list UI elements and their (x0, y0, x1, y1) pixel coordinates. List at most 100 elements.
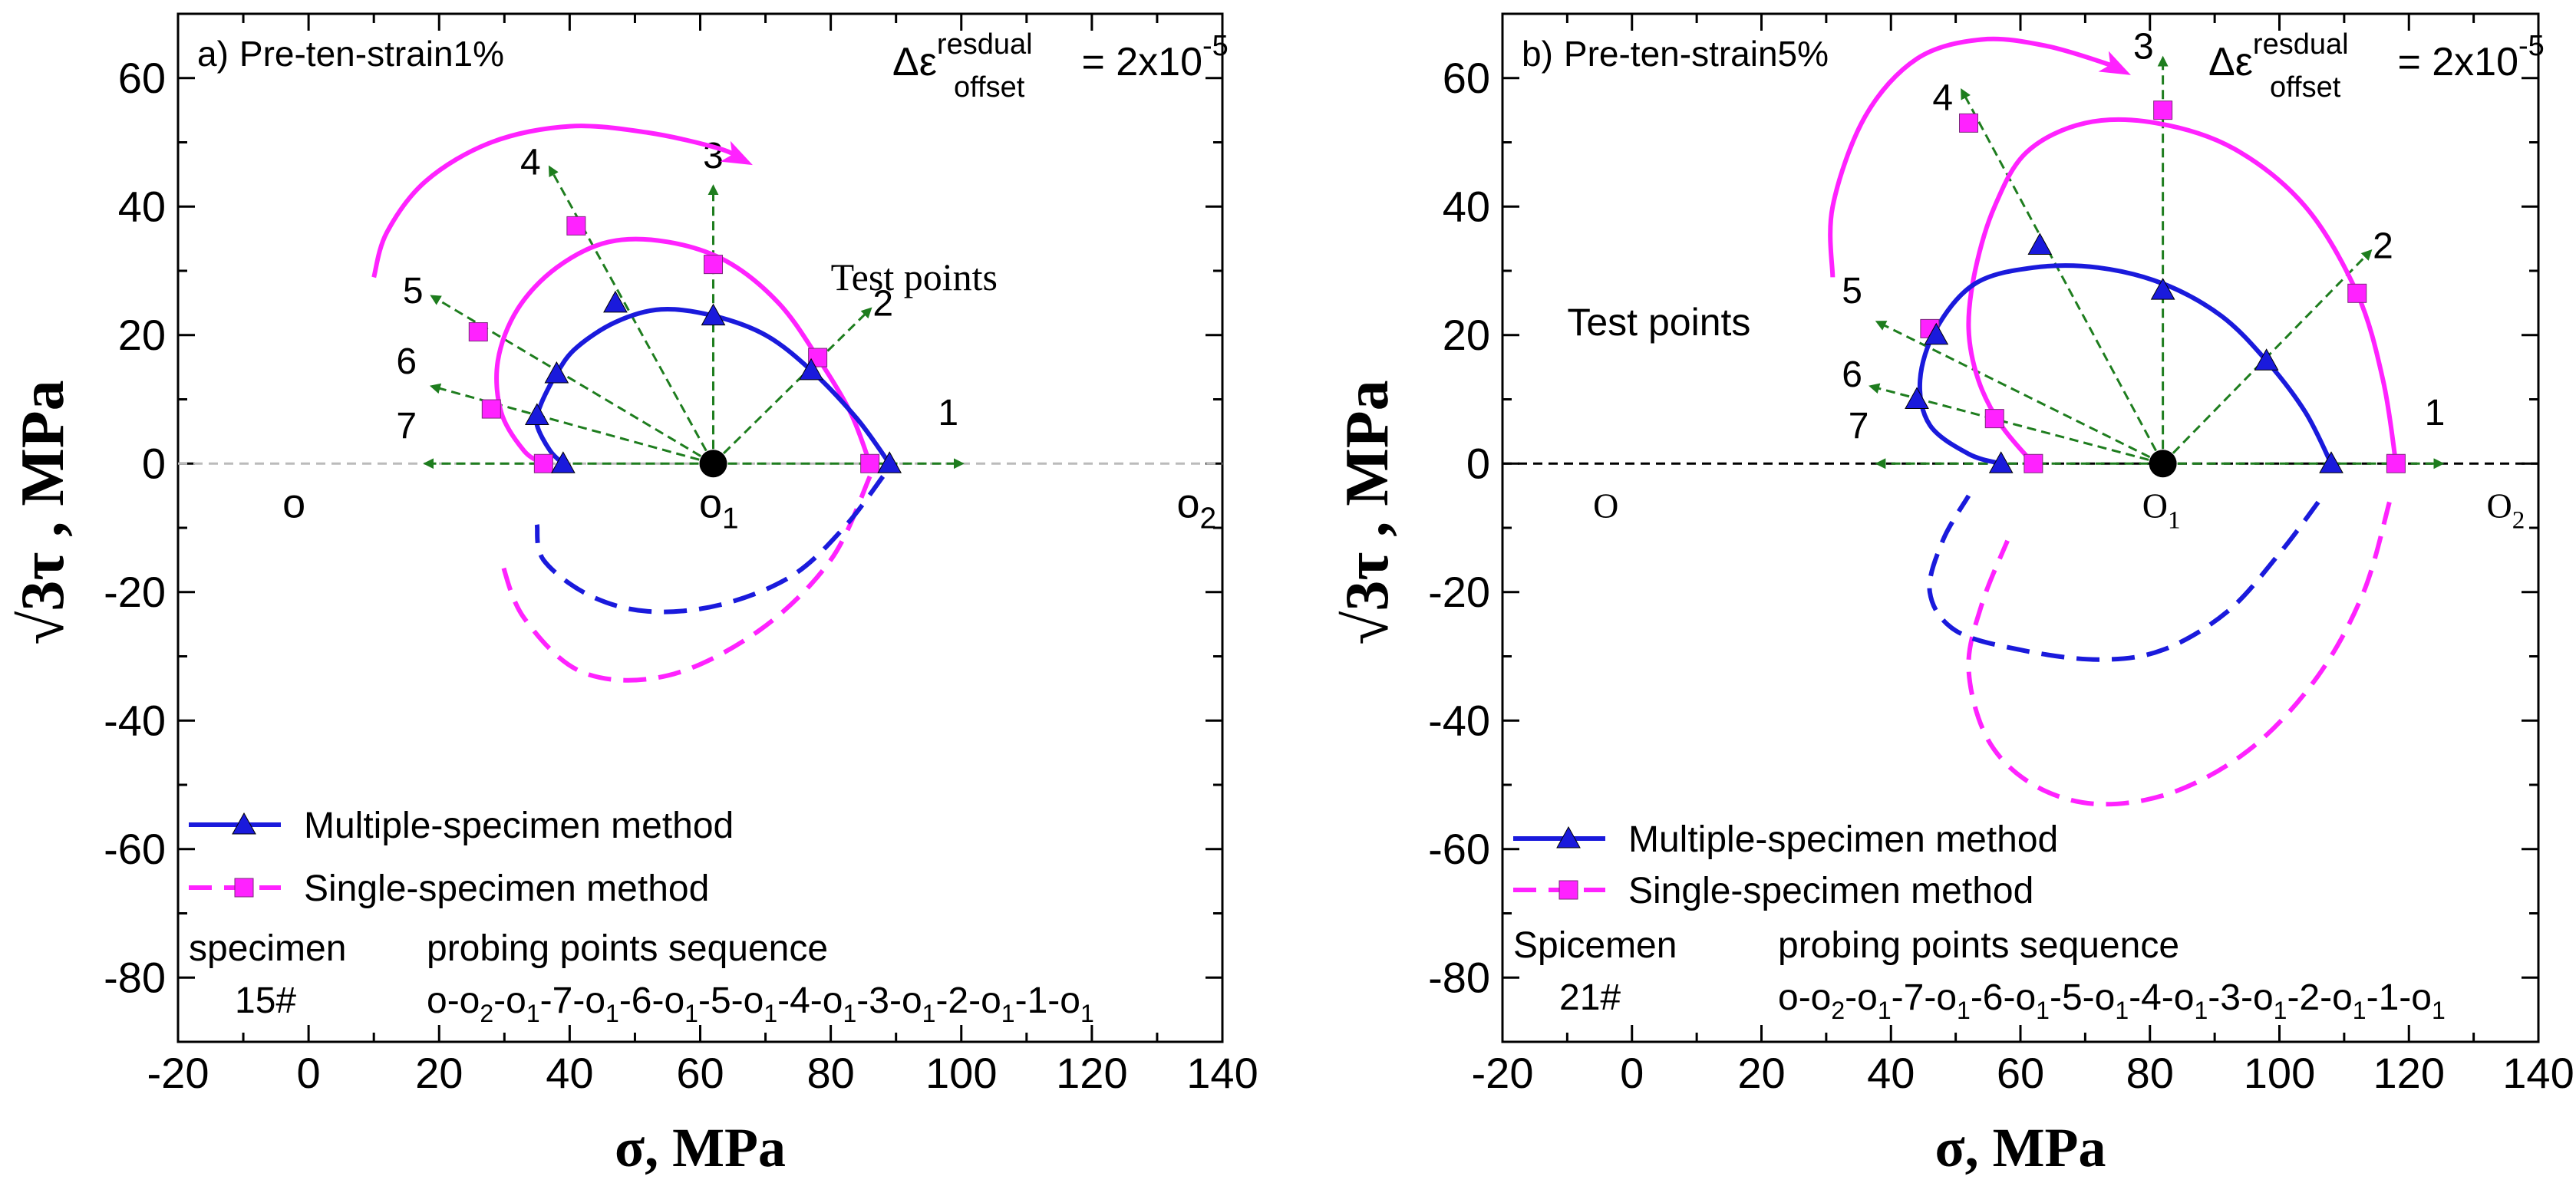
probe-direction-label: 3 (2133, 27, 2154, 68)
sequence-subscript: 1 (843, 1000, 856, 1027)
table-probing-sequence: o-o2-o1-7-o1-6-o1-5-o1-4-o1-3-o1-2-o1-1-… (427, 980, 1094, 1027)
y-tick-label: 60 (1443, 54, 1490, 102)
multiple-specimen-point (544, 361, 569, 384)
offset-value: = 2x10 (2386, 40, 2518, 84)
single-specimen-point (1984, 409, 2004, 429)
multiple-specimen-point (2319, 451, 2343, 473)
multiple-specimen-point (603, 290, 628, 313)
table-header-sequence: probing points sequence (1778, 925, 2179, 966)
y-tick-label: -60 (1428, 825, 1490, 873)
single-specimen-point (860, 453, 880, 473)
probe-direction-label: 5 (403, 271, 424, 311)
origin-o2-main: o (1176, 481, 1199, 527)
legend-label-single: Single-specimen method (304, 868, 709, 909)
table-header-specimen: specimen (189, 928, 346, 969)
x-tick-label: 80 (806, 1049, 854, 1097)
single-specimen-point (704, 255, 724, 275)
probe-direction-label: 3 (703, 136, 724, 176)
sequence-part: -o (493, 980, 526, 1021)
offset-delta: Δε (2208, 40, 2253, 84)
probe-direction-label: 7 (1849, 406, 1869, 447)
offset-sub: offset (2270, 71, 2341, 104)
sequence-part: -2-o (2287, 977, 2352, 1018)
sequence-part: -1-o (2367, 977, 2432, 1018)
center-point (699, 450, 727, 478)
panel-b-chart: -20 0 20 40 60 80 100 120 140 -80 -60 -40 -20 0 20 40 60… (1334, 12, 2574, 1178)
offset-sup: resdual (2253, 28, 2349, 61)
x-tick-label: 20 (1737, 1049, 1785, 1097)
single-specimen-point (481, 399, 501, 419)
y-tick-label: -40 (104, 696, 166, 744)
sequence-part: -6-o (1971, 977, 2036, 1018)
origin-o2-sub: 2 (1200, 503, 1217, 535)
probe-direction-arrow (429, 383, 714, 465)
y-axis-label-unit: , MPa (1334, 380, 1401, 552)
sequence-subscript: 1 (2274, 997, 2287, 1024)
y-tick-label: 20 (1443, 311, 1490, 359)
y-axis-label-unit: , MPa (9, 380, 77, 552)
table-header-sequence: probing points sequence (427, 928, 828, 969)
offset-strain-label: Δεresdual offset = 2x10-5 (2208, 28, 2545, 104)
sequence-subscript: 1 (2115, 997, 2129, 1024)
multiple-specimen-point (1924, 322, 1949, 345)
y-tick-label: 40 (118, 182, 166, 230)
sequence-part: -1-o (1015, 980, 1080, 1021)
single-specimen-point (468, 322, 488, 342)
probe-direction-label: 7 (396, 406, 417, 447)
table-specimen-id: 15# (235, 980, 296, 1021)
offset-sub: offset (954, 71, 1025, 104)
x-tick-label: 0 (297, 1049, 321, 1097)
origin-o1-label: O1 (2142, 486, 2181, 535)
panel-title-text: Pre-ten-strain5% (1564, 34, 1829, 74)
single-yield-curve-mirror (1966, 501, 2392, 807)
probe-direction-label: 2 (872, 284, 893, 325)
origin-o2-sub: 2 (2512, 506, 2525, 535)
sequence-subscript: 1 (1878, 997, 1892, 1024)
probe-direction-arrow (1875, 321, 2164, 465)
single-loading-arc (1828, 36, 2131, 278)
sequence-part: -7-o (1892, 977, 1957, 1018)
multiple-specimen-point (2027, 232, 2053, 255)
x-tick-label: -20 (147, 1049, 209, 1097)
offset-strain-label: Δεresdual offset = 2x10-5 (892, 28, 1229, 104)
sequence-subscript: 1 (2036, 997, 2050, 1024)
y-tick-label: 20 (118, 311, 166, 359)
sequence-subscript: 1 (526, 1000, 540, 1027)
multiple-specimen-point (701, 303, 726, 326)
offset-exp: -5 (1202, 30, 1229, 62)
offset-value: = 2x10 (1070, 40, 1202, 84)
sequence-subscript: 1 (2432, 997, 2446, 1024)
sequence-subscript: 1 (605, 1000, 619, 1027)
sequence-subscript: 1 (1001, 1000, 1015, 1027)
x-tick-label: 40 (546, 1049, 593, 1097)
y-tick-label: 60 (118, 54, 166, 102)
x-tick-label: 120 (2373, 1049, 2445, 1097)
y-tick-label: -40 (1428, 696, 1490, 744)
panel-title: a) Pre-ten-strain1% (197, 34, 504, 74)
origin-o1-main: o (699, 481, 722, 527)
x-tick-label: 100 (2244, 1049, 2315, 1097)
sequence-part: o-o (1778, 977, 1831, 1018)
probe-direction-arrow (1961, 87, 2164, 464)
sequence-part: -4-o (777, 980, 843, 1021)
y-tick-label: -20 (104, 568, 166, 616)
panel-label: b) (1522, 34, 1553, 74)
offset-exp: -5 (2518, 30, 2545, 62)
panel-label: a) (197, 34, 229, 74)
single-specimen-point (2153, 101, 2173, 120)
sequence-subscript: 1 (684, 1000, 698, 1027)
x-axis-label: σ, MPa (1934, 1117, 2106, 1178)
origin-o1-main: O (2142, 486, 2168, 526)
origin-o1-label: o1 (699, 481, 739, 535)
single-loading-arc (371, 124, 753, 278)
table-probing-sequence: o-o2-o1-7-o1-6-o1-5-o1-4-o1-3-o1-2-o1-1-… (1778, 977, 2446, 1024)
single-specimen-point (566, 216, 586, 236)
probe-direction-label: 5 (1842, 271, 1862, 311)
y-tick-label: -80 (104, 953, 166, 1001)
probe-direction-label: 1 (938, 393, 958, 433)
sequence-subscript: 2 (480, 1000, 493, 1027)
y-tick-label: 0 (142, 439, 166, 487)
y-axis-label-symbol: 3τ (9, 552, 77, 611)
sequence-subscript: 1 (1957, 997, 1971, 1024)
probe-direction-label: 6 (1842, 354, 1862, 395)
